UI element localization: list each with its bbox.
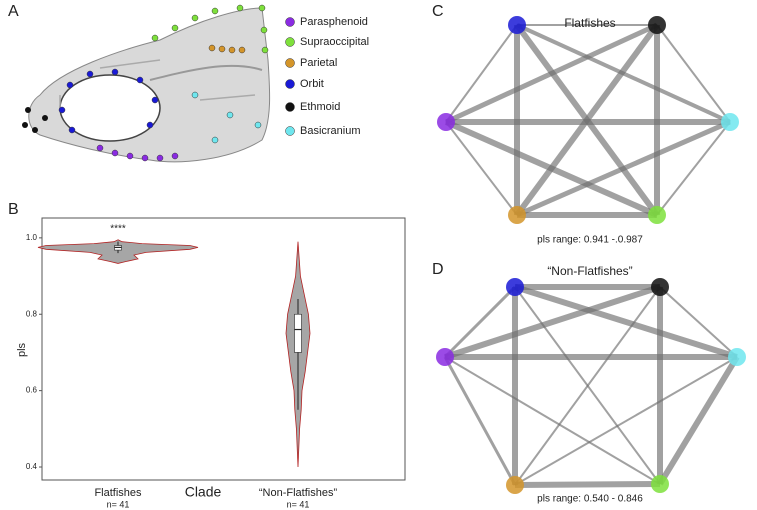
node [728,348,746,366]
edge [444,284,661,360]
y-axis-label: pls [16,342,28,357]
ethmoid-landmarks [22,107,48,133]
skull-ridge [149,64,263,81]
network [436,278,746,494]
node [508,206,526,224]
plot-frame [41,217,406,481]
x-tick-label: “Non-Flatfishes” [259,487,338,499]
range-label: pls range: 0.540 - 0.846 [537,494,643,505]
orbit-landmarks [58,68,159,134]
edge [656,121,731,216]
legend-label: Parietal [300,57,337,69]
edge [443,285,517,359]
supraoccipital-landmarks [151,4,269,54]
network-title: Flatfishes [564,16,615,30]
legend-swatch [285,126,295,136]
legend-swatch [285,17,295,27]
edge [514,356,738,486]
edge [445,24,518,123]
node [651,278,669,296]
box [294,313,302,353]
edge [444,119,659,218]
edge [656,24,731,123]
network-title: “Non-Flatfishes” [547,264,632,278]
node [436,348,454,366]
node [651,475,669,493]
parasphenoid-landmarks [96,144,179,162]
node [721,113,739,131]
range-label: pls range: 0.941 -.0.987 [537,235,643,246]
parietal-landmarks [208,44,246,54]
panel-label: A [8,3,19,20]
node [508,16,526,34]
y-tick-label: 0.4 [26,462,38,471]
legend-swatch [285,102,295,112]
edge [444,356,661,485]
significance: **** [110,223,126,234]
y-tick-label: 1.0 [26,233,38,242]
legend-label: Basicranium [300,125,361,137]
node [437,113,455,131]
edge [514,284,738,360]
edge [515,119,732,218]
legend-swatch [285,37,295,47]
x-axis-label: Clade [185,484,222,500]
y-tick-label: 0.8 [26,309,38,318]
x-tick-label: Flatfishes [94,487,142,499]
legend-swatch [285,58,295,68]
count-label: n= 41 [107,499,130,509]
basicranium-landmarks [191,91,262,144]
skull-outline [28,7,271,163]
legend-swatch [285,79,295,89]
node [506,278,524,296]
legend-label: Supraoccipital [300,36,369,48]
skull-drawing [22,4,271,163]
panel-label: D [432,261,444,278]
edge [657,355,740,486]
edge [443,356,517,486]
edge [659,286,738,358]
edge [514,481,661,488]
node [648,16,666,34]
edge [514,286,661,486]
network [437,16,739,224]
legend-label: Parasphenoid [300,16,368,28]
edge [445,121,518,216]
legend-label: Orbit [300,78,324,90]
edge [444,22,659,125]
node [506,476,524,494]
count-label: n= 41 [287,499,310,509]
node [648,206,666,224]
panel-label: C [432,3,444,20]
legend-label: Ethmoid [300,101,340,113]
y-tick-label: 0.6 [26,386,38,395]
panel-label: B [8,201,19,218]
